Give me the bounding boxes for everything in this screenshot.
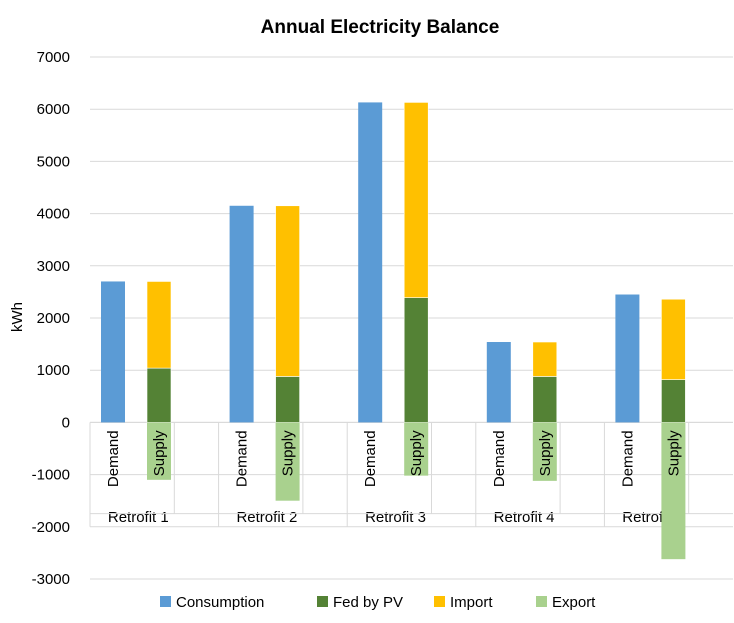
bar-export (532, 422, 557, 481)
y-tick-label: 5000 (37, 153, 70, 170)
y-axis-label: kWh (9, 302, 26, 332)
group-label: Retrofit 4 (494, 509, 555, 526)
bar-category-label: Demand (234, 430, 251, 487)
bar-fed-by-pv (146, 367, 172, 423)
bar-fed-by-pv (661, 379, 686, 423)
bar-category-label: Demand (491, 430, 508, 487)
bar-category-label: Demand (619, 430, 636, 487)
bar-consumption (358, 102, 383, 423)
bar-export (275, 422, 300, 501)
y-tick-label: 2000 (37, 310, 70, 327)
legend-swatch (434, 596, 445, 607)
legend-swatch (536, 596, 547, 607)
group-label: Retrofit 1 (108, 509, 169, 526)
bar-labels: Demand Supply Demand Supply Demand Supply Dema… (105, 430, 682, 487)
group-label: Retrofit 2 (236, 509, 297, 526)
bar-fed-by-pv (403, 297, 429, 423)
bar-export (661, 422, 686, 560)
bar-export (404, 422, 429, 476)
legend: Consumption Fed by PV Import Export (160, 594, 596, 611)
legend-label: Export (552, 594, 596, 611)
bar-import (275, 205, 300, 377)
legend-swatch (160, 596, 171, 607)
y-tick-label: 1000 (37, 362, 70, 379)
bar-consumption (101, 281, 125, 423)
y-tick-label: 4000 (37, 206, 70, 223)
bar-fed-by-pv (532, 376, 558, 423)
bar-category-label: Demand (362, 430, 379, 487)
category-axis: Retrofit 1 Retrofit 2 Retrofit 3 Retrofit 4… (89, 422, 733, 527)
bar-category-label: Demand (105, 430, 122, 487)
chart-title: Annual Electricity Balance (261, 17, 500, 38)
legend-swatch (317, 596, 328, 607)
group-label: Retrofit 3 (365, 509, 426, 526)
bar-fed-by-pv (275, 376, 300, 423)
bar-category-label: Supply (408, 430, 425, 476)
y-tick-label: 3000 (37, 258, 70, 275)
bar-import (532, 341, 558, 377)
bar-category-label: Supply (537, 430, 554, 476)
y-tick-label: 0 (62, 414, 70, 431)
legend-label: Consumption (176, 594, 264, 611)
y-tick-label: -2000 (32, 519, 70, 536)
bar-consumption (615, 294, 640, 423)
bar-import (403, 102, 429, 298)
legend-label: Fed by PV (333, 594, 403, 611)
y-tick-label: -1000 (32, 467, 70, 484)
bar-category-label: Supply (665, 430, 682, 476)
bar-category-label: Supply (151, 430, 168, 476)
bar-import (146, 281, 172, 369)
bars (101, 102, 686, 560)
y-tick-label: 6000 (37, 101, 70, 118)
bar-consumption (486, 342, 511, 423)
bar-import (661, 298, 686, 380)
bar-export (147, 422, 171, 480)
bar-category-label: Supply (280, 430, 297, 476)
y-tick-label: 7000 (37, 49, 70, 66)
y-tick-label: -3000 (32, 571, 70, 588)
bar-consumption (229, 205, 254, 423)
legend-label: Import (450, 594, 493, 611)
